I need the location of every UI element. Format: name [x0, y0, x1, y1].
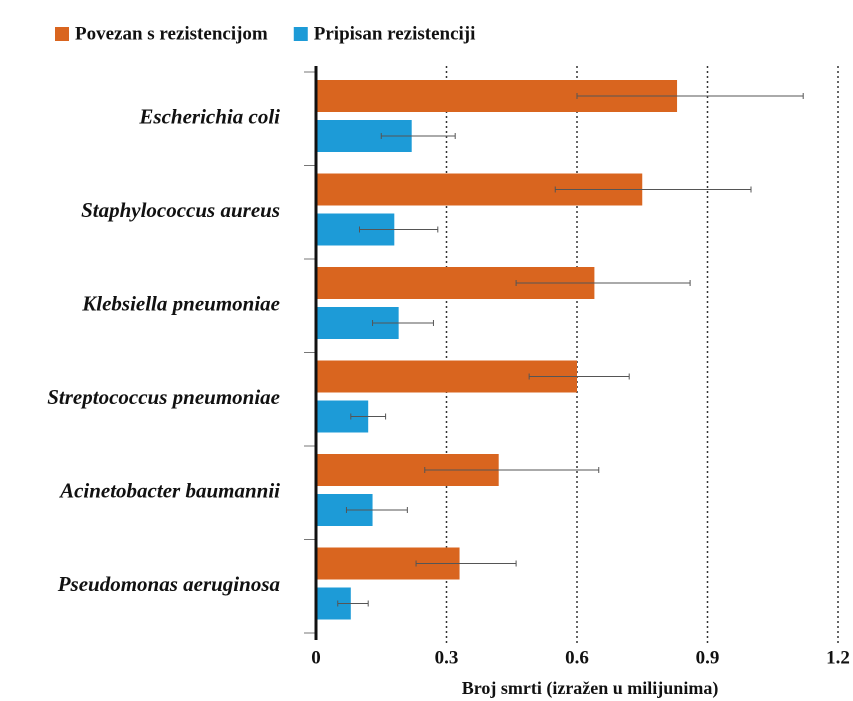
category-label: Acinetobacter baumannii — [58, 479, 280, 503]
category-label: Escherichia coli — [138, 105, 280, 129]
category-label: Pseudomonas aeruginosa — [57, 572, 280, 596]
category-label: Staphylococcus aureus — [81, 198, 280, 222]
x-tick-label: 0.3 — [435, 647, 459, 668]
category-label: Klebsiella pneumoniae — [81, 292, 280, 316]
x-tick-label: 1.2 — [826, 647, 850, 668]
x-tick-label: 0.9 — [696, 647, 720, 668]
legend-label: Pripisan rezistenciji — [314, 23, 476, 44]
legend-swatch — [55, 27, 69, 41]
x-tick-label: 0.6 — [565, 647, 589, 668]
x-tick-label: 0 — [311, 647, 321, 668]
x-axis-label: Broj smrti (izražen u milijunima) — [462, 678, 719, 699]
category-label: Streptococcus pneumoniae — [47, 385, 280, 409]
legend-label: Povezan s rezistencijom — [75, 23, 268, 44]
legend-swatch — [293, 27, 308, 41]
